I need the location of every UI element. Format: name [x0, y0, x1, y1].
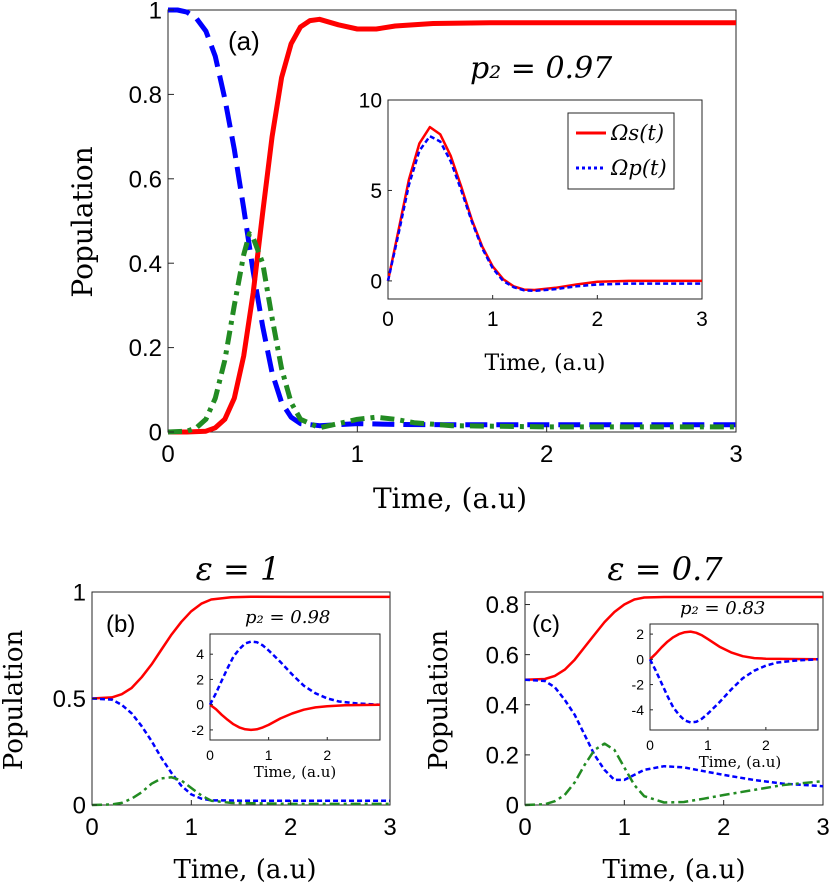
panel-a-series-p3-line — [167, 231, 736, 435]
panel-c-inset-xtick-label: 0 — [646, 737, 654, 753]
panel-c-inset-series-p-line — [648, 658, 819, 724]
panel-c-inset-xtick-label: 2 — [762, 737, 770, 753]
panel-c-ytick-label: 0.6 — [486, 642, 519, 669]
panel-b-inset-ytick-label: -2 — [192, 722, 205, 738]
panel-a-inset-xtick-label: 3 — [696, 308, 708, 331]
legend-label-omega-p: Ωp(t) — [610, 156, 667, 180]
panel-a: 0 1 2 3 0 0.2 0.4 0.6 0.8 1 (a) p₂ = 0.97 Time, (… — [66, 0, 743, 515]
panel-b-series-p1-line — [91, 697, 390, 802]
panel-a-series-p2-line — [168, 16, 736, 435]
panel-b-ytick-label: 1 — [73, 580, 86, 607]
panel-c-xlabel: Time, (a.u) — [602, 855, 745, 885]
panel-b-inset-ytick-label: 2 — [196, 671, 204, 687]
panel-c-inset-ytick-label: 2 — [636, 626, 644, 642]
panel-c-inset-plot-area — [649, 623, 819, 731]
panel-b-xtick-label: 1 — [185, 814, 198, 841]
legend-box — [567, 112, 675, 190]
panel-c-series-p1-line — [524, 678, 824, 788]
panel-b: ε = 1 0 1 2 3 0 0.5 1 (b) p₂ = 0.98 Time, (a.u… — [0, 550, 397, 885]
panel-c-ytick-label: 0 — [506, 793, 519, 820]
panel-c-series-p3-line — [524, 742, 824, 807]
panel-b-inset-ytick-label: 0 — [196, 697, 204, 713]
panel-b-xlabel: Time, (a.u) — [173, 855, 316, 885]
panel-b-xtick-label: 3 — [383, 814, 396, 841]
panel-a-inset-xtick-label: 1 — [487, 308, 499, 331]
panel-c-inset-ytick-label: -2 — [632, 677, 645, 693]
panel-b-inset-series-s-line — [209, 703, 381, 732]
panel-b-ytick-label: 0 — [73, 793, 86, 820]
panel-c-inset: 0 1 2 -4 -2 0 2 Time, (a.u) — [632, 623, 819, 771]
panel-c-inset-series-s-line — [649, 630, 819, 661]
panel-c-series-p2-line — [524, 595, 823, 681]
panel-c-annotation: p₂ = 0.83 — [680, 598, 765, 619]
panel-a-xtick-label: 1 — [351, 441, 364, 468]
panel-a-inset-ytick-label: 5 — [370, 180, 382, 203]
panel-c-ytick-label: 0.2 — [486, 743, 519, 770]
panel-a-xtick-label: 3 — [729, 441, 742, 468]
panel-a-inset-ytick-label: 0 — [370, 270, 382, 293]
panel-b-inset-xtick-label: 2 — [323, 747, 331, 763]
panel-a-inset-series-pt-line — [386, 134, 702, 293]
panel-c-ylabel: Population — [424, 630, 454, 771]
panel-b-xtick-label: 0 — [85, 814, 98, 841]
panel-c: ε = 0.7 0 1 2 300.20.40.60.8 (c) p₂ = 0.83 … — [424, 550, 830, 885]
panel-a-inset-ytick-label: 10 — [359, 90, 382, 113]
panel-b-label: (b) — [106, 611, 135, 638]
panel-b-title: ε = 1 — [196, 550, 281, 588]
panel-a-inset-xlabel: Time, (a.u) — [484, 351, 605, 376]
panel-c-xtick-label: 2 — [717, 814, 730, 841]
panel-a-xlabel: Time, (a.u) — [373, 482, 527, 515]
panel-a-ytick-label: 0 — [149, 420, 162, 447]
panel-a-inset-xtick-label: 0 — [382, 308, 394, 331]
panel-a-inset-xtick-label: 2 — [591, 308, 603, 331]
panel-a-ytick-label: 0.4 — [129, 251, 162, 278]
panel-a-xtick-label: 2 — [540, 441, 553, 468]
panel-a-ylabel: Population — [66, 146, 99, 297]
panel-a-xtick-label: 0 — [161, 441, 174, 468]
panel-a-annotation: p₂ = 0.97 — [470, 51, 613, 86]
panel-b-ytick-label: 0.5 — [53, 686, 86, 713]
panel-c-title: ε = 0.7 — [607, 550, 723, 588]
panel-c-xtick-label: 3 — [816, 814, 829, 841]
panel-b-inset-ytick-label: 4 — [196, 646, 204, 662]
panel-b-ylabel: Population — [0, 630, 29, 771]
panel-b-inset-xlabel: Time, (a.u) — [254, 763, 337, 781]
panel-a-ytick-label: 0.2 — [129, 335, 162, 362]
panel-b-series-p2-line — [91, 595, 390, 700]
panel-b-xtick-label: 2 — [284, 814, 297, 841]
legend-label-omega-s: Ωs(t) — [610, 121, 664, 145]
panel-c-inset-ytick-label: -4 — [632, 702, 645, 718]
panel-b-inset-series-p-line — [208, 640, 381, 706]
panel-a-label: (a) — [228, 26, 260, 56]
panel-b-annotation: p₂ = 0.98 — [245, 607, 330, 628]
panel-a-inset-legend: Ωs(t) Ωp(t) — [567, 112, 675, 190]
panel-b-inset-xtick-label: 0 — [206, 747, 214, 763]
panel-c-inset-xtick-label: 1 — [704, 737, 712, 753]
panel-a-ytick-label: 0.8 — [129, 82, 162, 109]
panel-c-xtick-label: 0 — [518, 814, 531, 841]
panel-b-inset-xtick-label: 1 — [265, 747, 273, 763]
panel-c-inset-ytick-label: 0 — [636, 651, 644, 667]
panel-a-ytick-label: 0.6 — [129, 166, 162, 193]
panel-b-series-p3-line — [91, 776, 390, 807]
panel-a-ytick-label: 1 — [149, 0, 162, 25]
panel-c-xtick-label: 1 — [618, 814, 631, 841]
panel-c-ytick-label: 0.4 — [486, 692, 519, 719]
panel-a-inset: 0 1 2 3 0 5 10 Time, (a.u) Ωs(t) Ωp(t) — [359, 90, 708, 376]
panel-c-ytick-label: 0.8 — [486, 592, 519, 619]
panel-c-label: (c) — [532, 611, 560, 638]
panel-c-inset-xlabel: Time, (a.u) — [699, 753, 782, 771]
